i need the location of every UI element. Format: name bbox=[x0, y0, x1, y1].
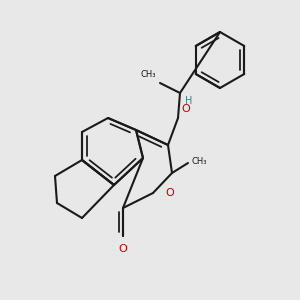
Text: H: H bbox=[185, 96, 192, 106]
Text: CH₃: CH₃ bbox=[192, 157, 208, 166]
Text: O: O bbox=[165, 188, 174, 198]
Text: O: O bbox=[181, 104, 190, 114]
Text: CH₃: CH₃ bbox=[140, 70, 156, 79]
Text: O: O bbox=[118, 244, 127, 254]
